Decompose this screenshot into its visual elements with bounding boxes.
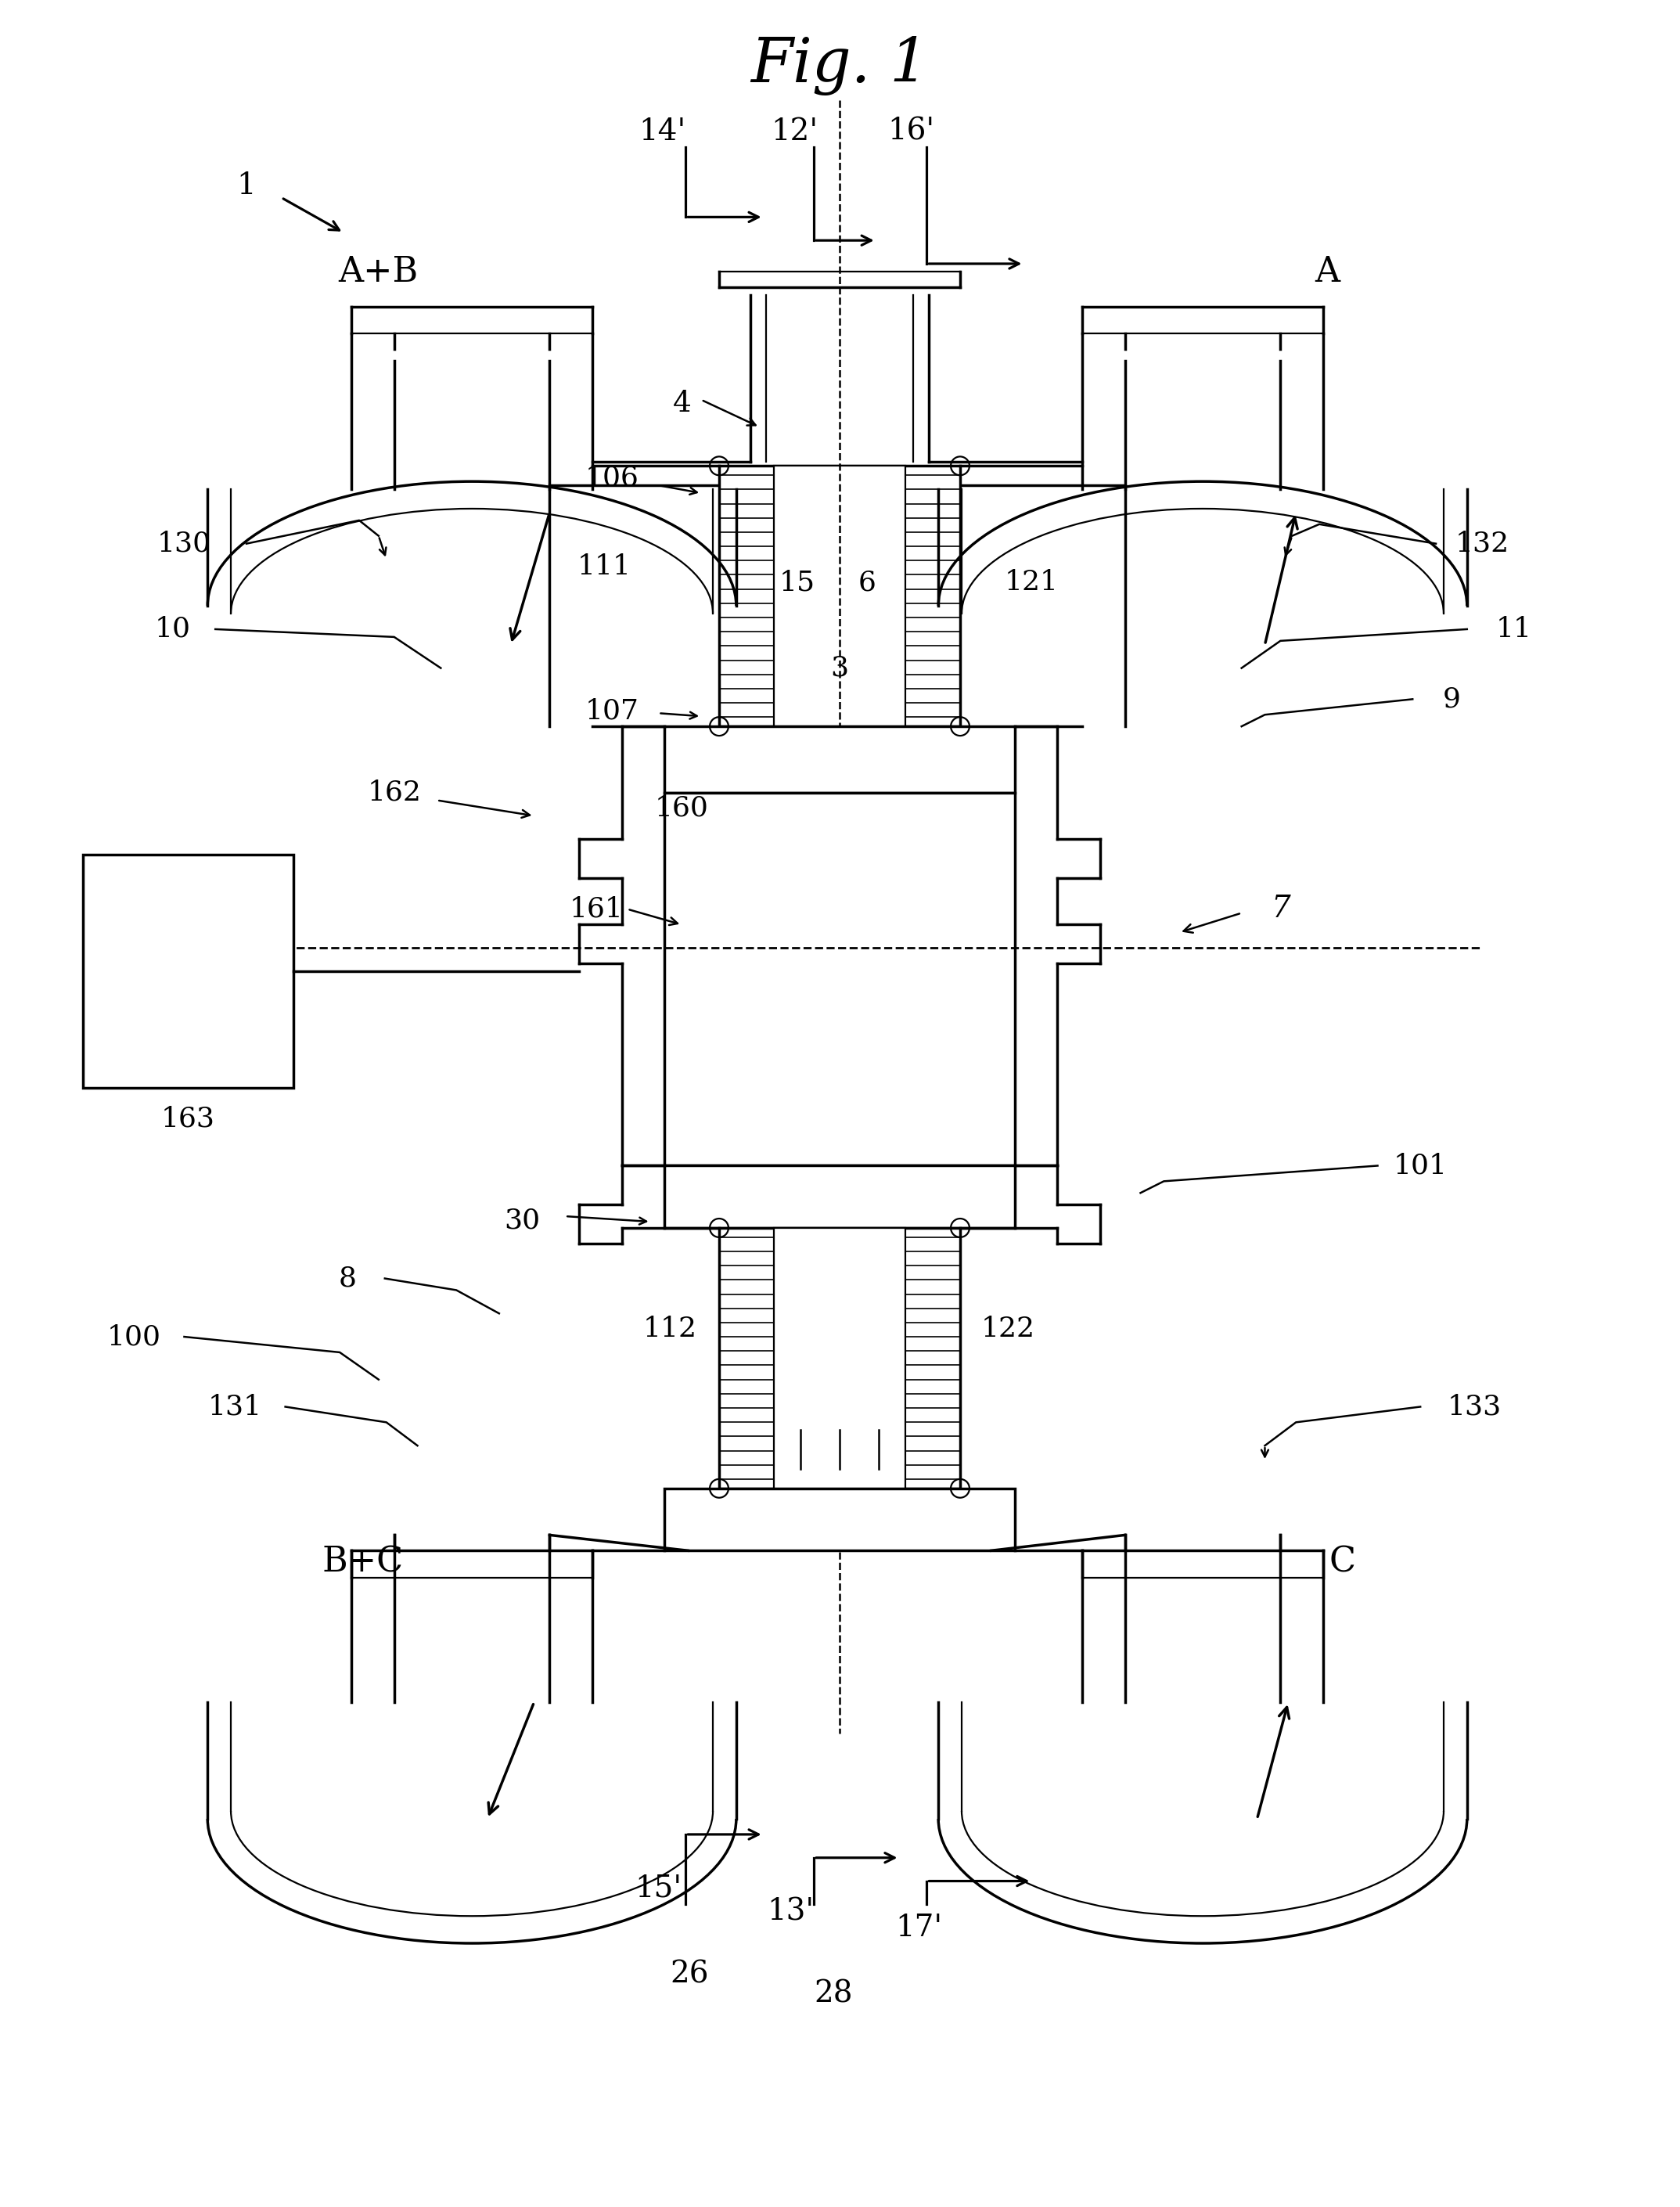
Text: 6: 6 — [858, 569, 875, 596]
Bar — [665, 1165, 1015, 1227]
Text: 4: 4 — [672, 391, 690, 417]
Bar — [665, 792, 1015, 1165]
Text: 106: 106 — [585, 463, 638, 490]
Text: 163: 163 — [161, 1106, 215, 1132]
Text: 101: 101 — [1393, 1152, 1448, 1179]
Text: 14': 14' — [638, 117, 685, 146]
Text: 9: 9 — [1443, 686, 1460, 713]
Bar — [665, 1488, 1015, 1552]
Text: 107: 107 — [585, 697, 638, 724]
Text: 161: 161 — [570, 896, 623, 923]
Text: 131: 131 — [208, 1393, 262, 1419]
Text: 15: 15 — [780, 569, 815, 596]
Text: 15': 15' — [635, 1874, 682, 1902]
Text: 7: 7 — [1270, 894, 1290, 923]
Text: C: C — [1329, 1545, 1356, 1580]
Text: 122: 122 — [981, 1315, 1035, 1342]
Text: 1: 1 — [237, 172, 255, 201]
Bar — [719, 1227, 959, 1488]
Text: 26: 26 — [670, 1960, 709, 1989]
Bar — [665, 726, 1015, 792]
Text: B+C: B+C — [323, 1545, 403, 1580]
Bar — [84, 854, 292, 1088]
Text: 17': 17' — [895, 1913, 942, 1942]
Text: 11: 11 — [1495, 616, 1532, 642]
Text: 133: 133 — [1448, 1393, 1502, 1419]
Text: 16': 16' — [887, 117, 934, 146]
Text: A: A — [1314, 254, 1339, 289]
Text: 130: 130 — [158, 530, 212, 556]
Text: 100: 100 — [108, 1324, 161, 1351]
Text: 132: 132 — [1455, 530, 1510, 556]
Text: 111: 111 — [576, 554, 632, 580]
Text: 12': 12' — [771, 117, 818, 146]
Bar — [773, 1227, 906, 1488]
Text: 162: 162 — [368, 779, 422, 806]
Text: 8: 8 — [338, 1265, 356, 1291]
Text: Fig. 1: Fig. 1 — [751, 35, 929, 95]
Text: 13': 13' — [768, 1898, 815, 1927]
Text: 30: 30 — [504, 1207, 541, 1234]
Text: 112: 112 — [643, 1315, 697, 1342]
Text: 28: 28 — [815, 1980, 853, 2008]
Text: 3: 3 — [830, 655, 848, 682]
Text: 160: 160 — [655, 795, 709, 821]
Bar — [719, 466, 959, 726]
Text: A+B: A+B — [339, 254, 418, 289]
Text: 10: 10 — [155, 616, 190, 642]
Bar — [773, 466, 906, 726]
Text: 121: 121 — [1005, 569, 1058, 596]
